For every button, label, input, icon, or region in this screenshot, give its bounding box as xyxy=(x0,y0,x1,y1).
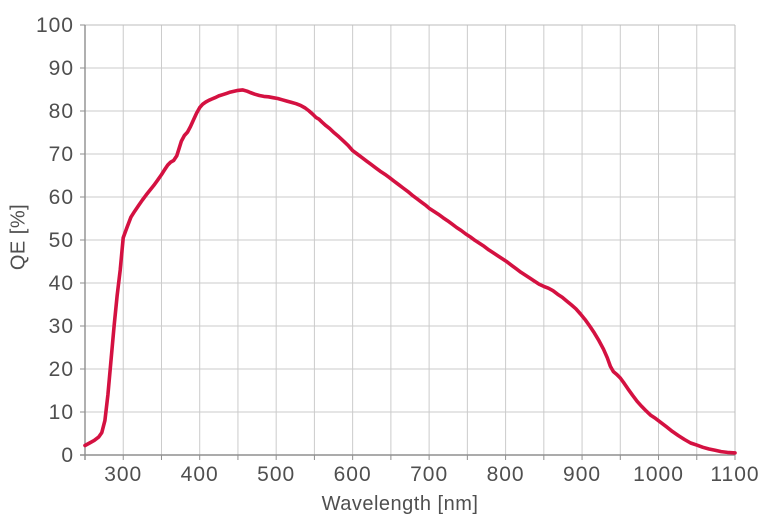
y-tick-label: 50 xyxy=(49,229,74,252)
x-tick-label: 1100 xyxy=(710,463,759,486)
x-tick-label: 700 xyxy=(410,463,448,486)
y-tick-label: 0 xyxy=(61,444,74,467)
x-tick-label: 1000 xyxy=(633,463,684,486)
x-axis-title: Wavelength [nm] xyxy=(321,493,479,515)
qe-curve xyxy=(83,88,737,455)
x-tick-label: 400 xyxy=(181,463,219,486)
y-tick-label: 40 xyxy=(49,272,74,295)
y-tick-label: 10 xyxy=(49,401,74,424)
x-tick-label: 300 xyxy=(104,463,142,486)
x-tick-label: 800 xyxy=(487,463,525,486)
x-tick-label: 500 xyxy=(257,463,295,486)
y-axis-title: QE [%] xyxy=(7,203,30,271)
y-tick-label: 20 xyxy=(49,358,74,381)
y-tick-label: 30 xyxy=(49,315,74,338)
y-tick-label: 90 xyxy=(49,57,74,80)
y-tick-label: 70 xyxy=(49,143,74,166)
y-tick-label: 80 xyxy=(49,100,74,123)
x-tick-label: 900 xyxy=(563,463,601,486)
x-tick-label: 600 xyxy=(334,463,372,486)
y-tick-label: 100 xyxy=(36,14,74,37)
y-tick-label: 60 xyxy=(49,186,74,209)
